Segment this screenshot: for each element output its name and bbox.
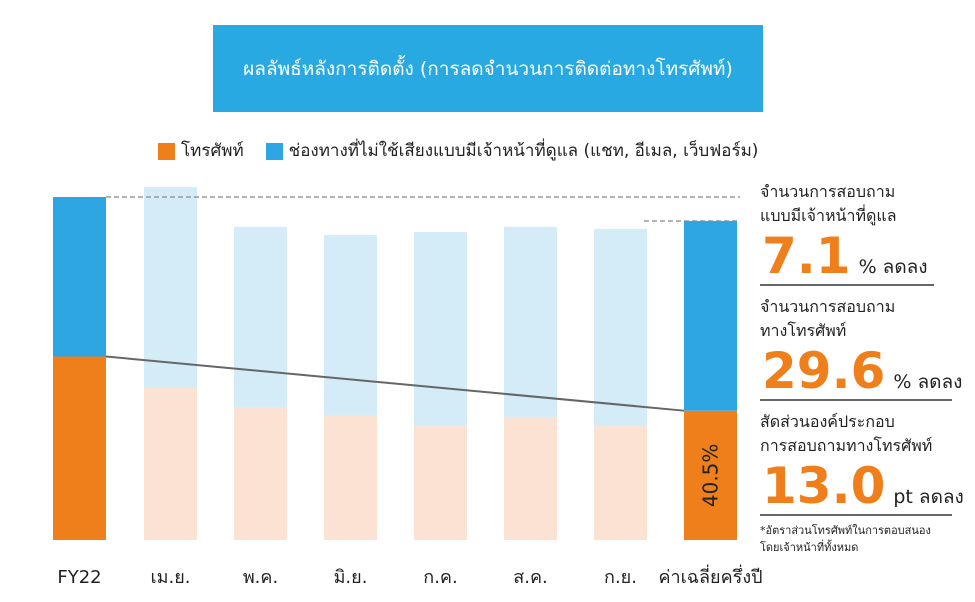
annotation-agent-inquiries: จำนวนการสอบถาม แบบมีเจ้าหน้าที่ดูแล 7.1%… [760, 180, 975, 286]
bar-nonvoice [53, 197, 106, 357]
x-tick-label: ค่าเฉลี่ยครึ่งปี [658, 567, 763, 588]
legend-item-phone: โทรศัพท์ [158, 138, 244, 164]
annotation-label: สัดส่วนองค์ประกอบ การสอบถามทางโทรศัพท์ [760, 412, 933, 455]
title-text: ผลลัพธ์หลังการติดตั้ง (การลดจำนวนการติดต… [243, 57, 733, 80]
annotation-value: 7.1 [762, 227, 851, 285]
bar-phone [144, 387, 197, 540]
legend-swatch-nonvoice [265, 142, 283, 160]
annotation-unit: pt ลดลง [893, 486, 964, 508]
bar-nonvoice [144, 187, 197, 388]
bar-nonvoice [324, 235, 377, 416]
bar-phone [414, 426, 467, 540]
annotation-phone-inquiries: จำนวนการสอบถาม ทางโทรศัพท์ 29.6 % ลดลง [760, 295, 975, 401]
bar-phone [234, 406, 287, 540]
legend-label-phone: โทรศัพท์ [181, 141, 244, 161]
x-tick-label: FY22 [57, 567, 102, 588]
bar-phone [684, 410, 737, 540]
bar-nonvoice [684, 221, 737, 411]
legend-item-nonvoice: ช่องทางที่ไม่ใช้เสียงแบบมีเจ้าหน้าที่ดูแ… [265, 138, 759, 164]
bar-nonvoice [234, 226, 287, 407]
bar-phone [504, 416, 557, 540]
annotation-label: จำนวนการสอบถาม ทางโทรศัพท์ [760, 297, 896, 340]
bar-phone [594, 426, 647, 540]
annotation-value: 13.0 [762, 457, 886, 515]
bar-nonvoice [594, 228, 647, 427]
annotation-unit: % ลดลง [893, 371, 963, 393]
legend-label-nonvoice: ช่องทางที่ไม่ใช้เสียงแบบมีเจ้าหน้าที่ดูแ… [288, 141, 759, 161]
legend-swatch-phone [158, 142, 175, 160]
footnote: *อัตราส่วนโทรศัพท์ในการตอบสนอง โดยเจ้าหน… [760, 524, 931, 554]
x-tick-label: ก.ค. [423, 567, 458, 588]
bar-phone [53, 356, 106, 540]
chart-title: ผลลัพธ์หลังการติดตั้ง (การลดจำนวนการติดต… [213, 25, 763, 112]
annotation-unit: % ลดลง [858, 256, 928, 278]
annotation-label: จำนวนการสอบถาม แบบมีเจ้าหน้าที่ดูแล [760, 182, 897, 225]
bar-phone [324, 415, 377, 540]
data-label: 40.5% [699, 444, 723, 508]
x-tick-label: พ.ค. [242, 567, 279, 588]
x-tick-label: มิ.ย. [333, 567, 368, 588]
trend-line [105, 355, 685, 412]
x-tick-label: เม.ย. [150, 567, 191, 588]
annotation-phone-ratio: สัดส่วนองค์ประกอบ การสอบถามทางโทรศัพท์ 1… [760, 410, 975, 516]
legend: โทรศัพท์ ช่องทางที่ไม่ใช้เสียงแบบมีเจ้าห… [158, 138, 780, 164]
bar-nonvoice [504, 226, 557, 417]
bar-nonvoice [414, 231, 467, 427]
x-tick-label: ส.ค. [513, 567, 548, 588]
annotation-value: 29.6 [762, 342, 886, 400]
x-tick-label: ก.ย. [604, 567, 637, 588]
